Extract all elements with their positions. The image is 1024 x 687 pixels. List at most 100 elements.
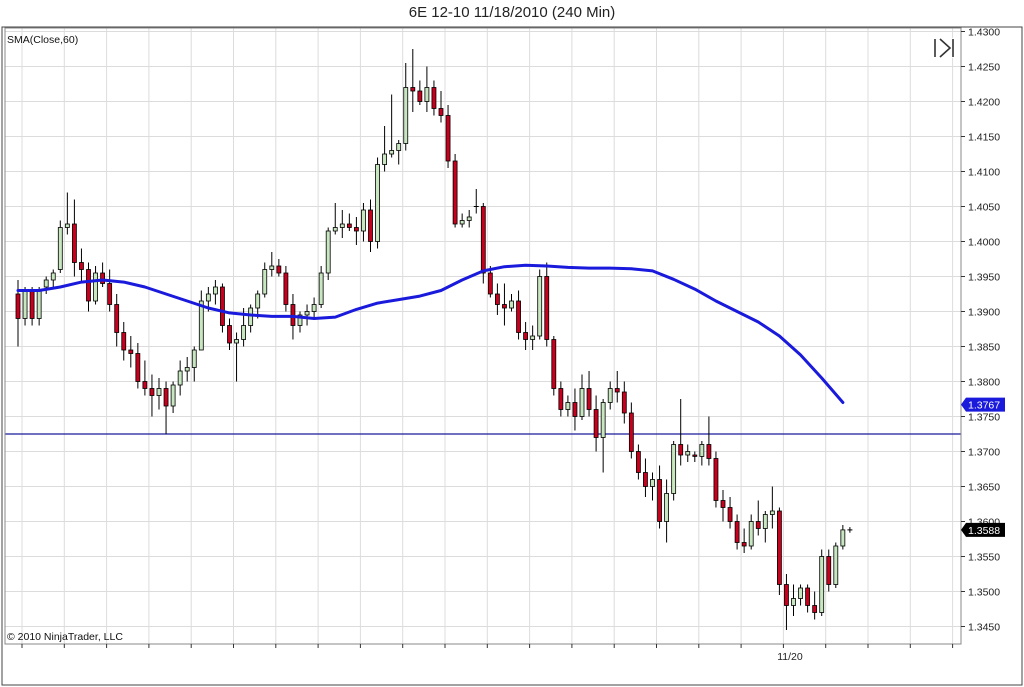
candle-103 xyxy=(741,528,747,553)
candle-body-59 xyxy=(431,87,437,109)
candle-body-97 xyxy=(699,444,705,457)
candle-118 xyxy=(847,527,853,533)
candle-1 xyxy=(22,287,28,326)
candle-body-113 xyxy=(812,605,818,613)
candle-body-25 xyxy=(191,349,197,368)
candle-body-23 xyxy=(177,370,183,386)
candle-25 xyxy=(191,346,197,382)
y-tick-label-3: 1.4150 xyxy=(968,132,1000,144)
sma-price-badge-shape xyxy=(961,397,1005,412)
last-price-badge: 1.3588 xyxy=(961,522,1005,537)
candle-17 xyxy=(135,343,141,389)
candle-body-98 xyxy=(706,444,712,459)
candle-body-43 xyxy=(318,272,324,305)
candle-body-74 xyxy=(537,276,543,337)
price-badges: 1.3767 1.3588 xyxy=(961,397,1005,537)
candle-108 xyxy=(777,507,782,595)
candle-body-68 xyxy=(494,293,500,305)
candle-5 xyxy=(50,269,56,287)
candle-body-41 xyxy=(304,311,310,316)
candle-body-72 xyxy=(523,332,528,340)
sma-line xyxy=(16,263,845,404)
skip-forward-icon[interactable] xyxy=(933,38,955,58)
sma-price-badge-text: 1.3767 xyxy=(968,400,1000,412)
candle-22 xyxy=(170,381,176,413)
candle-body-38 xyxy=(283,272,289,305)
candle-23 xyxy=(177,360,183,396)
candle-body-58 xyxy=(424,87,430,102)
candle-3 xyxy=(36,287,42,326)
candle-body-24 xyxy=(184,367,190,372)
candle-body-110 xyxy=(791,598,796,606)
candle-body-63 xyxy=(459,220,465,225)
candle-71 xyxy=(516,290,521,340)
y-tick-label-5: 1.4050 xyxy=(968,202,1000,214)
copyright-text: © 2010 NinjaTrader, LLC xyxy=(7,631,123,643)
candle-99 xyxy=(713,451,719,508)
candle-body-100 xyxy=(720,500,726,508)
candle-body-60 xyxy=(438,108,444,116)
candle-70 xyxy=(509,294,514,312)
candle-body-44 xyxy=(325,230,331,274)
candle-body-34 xyxy=(255,293,261,309)
candle-body-56 xyxy=(410,87,416,92)
candle-body-55 xyxy=(403,87,409,144)
candle-body-3 xyxy=(36,290,42,319)
candle-body-92 xyxy=(664,493,669,522)
candle-body-73 xyxy=(530,335,536,340)
candle-body-117 xyxy=(840,529,846,547)
y-tick-label-15: 1.3550 xyxy=(968,552,1000,564)
y-tick-label-17: 1.3450 xyxy=(968,622,1000,634)
candle-62 xyxy=(452,154,458,228)
candle-body-9 xyxy=(79,262,84,270)
candle-31 xyxy=(234,332,239,382)
candle-69 xyxy=(502,283,507,326)
candle-body-87 xyxy=(628,412,634,452)
candle-51 xyxy=(375,157,380,249)
candle-body-31 xyxy=(234,339,239,344)
candle-84 xyxy=(607,381,613,410)
candle-body-51 xyxy=(375,164,380,242)
candle-body-13 xyxy=(107,283,113,305)
candle-41 xyxy=(304,304,310,326)
candle-53 xyxy=(389,94,395,158)
candle-body-33 xyxy=(248,307,254,326)
candle-body-17 xyxy=(135,353,141,382)
candle-33 xyxy=(248,304,254,333)
candle-56 xyxy=(410,49,416,112)
candle-34 xyxy=(255,290,261,319)
candle-106 xyxy=(762,511,768,543)
candle-body-109 xyxy=(784,584,789,606)
candle-26 xyxy=(198,290,204,351)
candle-77 xyxy=(558,381,564,417)
candle-body-6 xyxy=(57,227,63,270)
candle-64 xyxy=(466,210,472,228)
candle-body-57 xyxy=(417,90,423,102)
candle-111 xyxy=(798,584,803,606)
candle-body-70 xyxy=(509,300,514,309)
candle-50 xyxy=(368,199,373,252)
candle-body-94 xyxy=(678,444,684,456)
candle-7 xyxy=(64,192,70,235)
candle-96 xyxy=(692,451,698,462)
candle-body-101 xyxy=(727,507,733,522)
candle-body-48 xyxy=(353,227,359,232)
candle-49 xyxy=(361,203,366,242)
candle-body-50 xyxy=(368,209,373,242)
candle-body-96 xyxy=(692,454,698,457)
candle-body-88 xyxy=(636,451,641,473)
candle-15 xyxy=(121,322,127,361)
candle-28 xyxy=(212,280,218,305)
y-tick-label-6: 1.4000 xyxy=(968,237,1000,249)
candle-body-29 xyxy=(220,286,225,326)
y-tick-label-0: 1.4300 xyxy=(968,27,1000,39)
candle-102 xyxy=(734,514,740,550)
candle-63 xyxy=(459,213,465,228)
candle-body-10 xyxy=(86,269,91,302)
candle-43 xyxy=(318,266,324,308)
candle-76 xyxy=(551,336,557,396)
candle-11 xyxy=(93,266,98,305)
candle-117 xyxy=(840,525,846,550)
sma-line-layer xyxy=(16,263,845,404)
